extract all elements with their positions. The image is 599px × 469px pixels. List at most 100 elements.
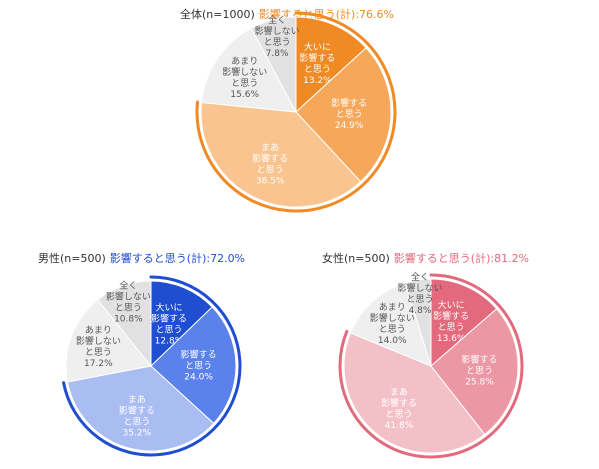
slice-label-great: 大いに影響すると思う 13.6%: [433, 299, 469, 344]
slice-label-line: 4.8%: [409, 306, 432, 316]
slice-label-none: 全く影響しないと思う 4.8%: [398, 271, 443, 316]
pie-slice-some: [150, 306, 237, 425]
slice-label-line: 影響する: [151, 312, 187, 324]
slice-label-line: まあ: [390, 387, 408, 398]
pie-slice-moderate: [66, 365, 215, 452]
slice-label-line: 15.6%: [230, 90, 259, 100]
pie-slice-none: [250, 16, 297, 113]
slice-label-line: まあ: [128, 394, 146, 405]
slice-label-line: 影響しない: [398, 282, 443, 294]
slice-label-line: 影響する: [252, 152, 288, 164]
slice-label-line: 41.8%: [385, 421, 414, 431]
slice-label-line: 全く: [268, 14, 286, 26]
pie-slice-little: [349, 282, 432, 367]
pie-slice-some: [430, 308, 519, 436]
pie-slice-little: [200, 27, 297, 113]
slice-label-line: 17.2%: [84, 359, 113, 369]
slice-label-little: あまり影響しないと思う 15.6%: [222, 56, 267, 100]
slice-label-none: 全く影響しないと思う 7.8%: [255, 14, 300, 59]
slice-label-line: と思う: [231, 78, 258, 89]
slice-label-line: と思う: [264, 37, 291, 48]
slice-label-line: 25.8%: [465, 378, 494, 388]
affected-total-arc: [62, 275, 242, 457]
slice-label-little: あまり影響しないと思う 17.2%: [76, 325, 121, 369]
chart-title-text: 全体(n=1000): [180, 8, 255, 21]
slice-label-some: 影響すると思う 25.8%: [461, 354, 497, 388]
slice-label-line: 影響しない: [76, 335, 121, 347]
slice-label-line: と思う: [123, 416, 150, 427]
slice-label-line: 24.0%: [184, 372, 213, 382]
slice-label-line: 13.6%: [437, 334, 466, 344]
affected-total-arc: [338, 273, 524, 459]
slice-label-line: 12.8%: [155, 336, 184, 346]
slice-label-line: 影響しない: [255, 25, 300, 37]
pie-slice-moderate: [200, 101, 362, 208]
affected-total-arc: [195, 11, 397, 213]
pie-slice-moderate: [343, 332, 486, 454]
pie-slice-some: [295, 47, 392, 183]
slice-label-line: 35.2%: [123, 428, 152, 438]
slice-label-line: あまり: [85, 325, 112, 336]
pie-slice-little: [65, 299, 152, 383]
slice-label-line: 影響する: [181, 348, 217, 360]
slice-label-line: 38.5%: [256, 176, 285, 186]
slice-label-great: 大いに影響すると思う 13.2%: [299, 41, 335, 86]
pie-slice-great: [430, 278, 498, 368]
chart-subtitle-text: 影響すると思う(計):81.2%: [393, 252, 530, 265]
slice-label-moderate: まあ影響すると思う 38.5%: [252, 142, 288, 186]
slice-label-some: 影響すると思う 24.9%: [331, 97, 367, 131]
slice-label-line: 7.8%: [266, 49, 289, 59]
slice-label-line: と思う: [466, 366, 493, 377]
chart-title-text: 女性(n=500): [322, 252, 390, 265]
slice-label-great: 大いに影響すると思う 12.8%: [151, 301, 187, 346]
slice-label-line: と思う: [379, 324, 406, 335]
slice-label-line: 全く: [411, 271, 429, 283]
slice-label-some: 影響すると思う 24.0%: [181, 348, 217, 382]
chart-title-male: 男性(n=500) 影響すると思う(計):72.0%: [38, 250, 245, 266]
chart-title-female: 女性(n=500) 影響すると思う(計):81.2%: [322, 250, 529, 266]
slice-label-line: と思う: [438, 322, 465, 333]
slice-label-line: と思う: [385, 409, 412, 420]
slice-label-line: と思う: [115, 302, 142, 313]
slice-label-moderate: まあ影響すると思う 35.2%: [119, 394, 155, 438]
chart-subtitle-text: 影響すると思う(計):72.0%: [109, 252, 246, 265]
slice-label-line: 影響する: [331, 97, 367, 109]
slice-label-line: 影響する: [119, 404, 155, 416]
slice-label-none: 全く影響しないと思う 10.8%: [106, 279, 151, 324]
slice-label-line: 影響しない: [222, 66, 267, 78]
slice-label-line: まあ: [261, 142, 279, 153]
pie-slice-great: [150, 280, 213, 368]
slice-label-line: 14.0%: [378, 336, 407, 346]
pie-slice-none: [404, 278, 432, 367]
slice-label-line: 大いに: [438, 299, 465, 311]
slice-label-line: と思う: [407, 294, 434, 305]
slice-label-moderate: まあ影響すると思う 41.8%: [381, 387, 417, 431]
slice-label-line: と思う: [304, 64, 331, 75]
slice-label-line: 24.9%: [335, 121, 364, 131]
slice-label-line: 影響する: [433, 310, 469, 322]
chart-title-text: 男性(n=500): [38, 252, 106, 265]
slice-label-line: 13.2%: [303, 76, 332, 86]
slice-label-line: あまり: [231, 56, 258, 67]
slice-label-line: と思う: [85, 347, 112, 358]
slice-label-line: と思う: [155, 324, 182, 335]
slice-label-line: 影響する: [381, 397, 417, 409]
slice-label-line: 大いに: [155, 301, 182, 313]
pie-slice-great: [295, 16, 367, 114]
slice-label-line: 影響しない: [106, 290, 151, 302]
slice-label-line: 大いに: [304, 41, 331, 53]
slice-label-line: 全く: [119, 279, 137, 291]
slice-label-line: と思う: [185, 360, 212, 371]
slice-label-line: 影響しない: [370, 312, 415, 324]
slice-label-line: 影響する: [461, 354, 497, 366]
slice-label-line: あまり: [379, 302, 406, 313]
slice-label-line: 影響する: [299, 52, 335, 64]
slice-label-line: と思う: [336, 109, 363, 120]
slice-label-line: と思う: [257, 164, 284, 175]
pie-slice-none: [96, 280, 152, 368]
slice-label-little: あまり影響しないと思う 14.0%: [370, 302, 415, 346]
slice-label-line: 10.8%: [114, 314, 143, 324]
